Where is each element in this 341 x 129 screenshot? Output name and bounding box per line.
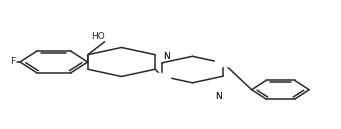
Text: HO: HO <box>91 32 105 41</box>
Text: N: N <box>163 52 170 61</box>
Text: N: N <box>163 52 170 61</box>
Text: N: N <box>215 92 222 101</box>
Text: N: N <box>215 92 222 101</box>
Text: F: F <box>11 58 16 66</box>
Bar <box>215 60 232 66</box>
Bar <box>153 73 170 79</box>
